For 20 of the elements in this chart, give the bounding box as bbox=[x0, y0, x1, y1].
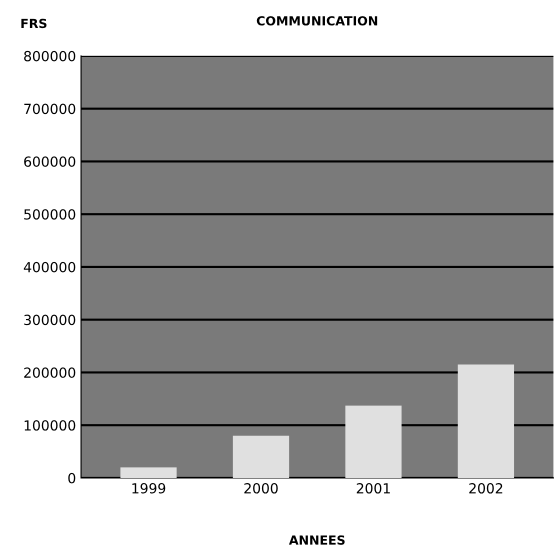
y-tick-label: 400000 bbox=[24, 262, 76, 272]
y-tick-label: 500000 bbox=[24, 209, 76, 220]
x-axis-title: ANNEES bbox=[288, 535, 345, 545]
y-axis-title: FRS bbox=[21, 18, 46, 28]
y-tick-label: 300000 bbox=[24, 314, 76, 326]
chart-title: COMMUNICATION bbox=[256, 16, 378, 26]
bar bbox=[120, 467, 177, 478]
y-tick-label: 700000 bbox=[24, 104, 76, 114]
bar bbox=[232, 436, 290, 478]
x-tick-label: 1999 bbox=[132, 483, 166, 494]
bar bbox=[345, 406, 402, 478]
y-tick-label: 200000 bbox=[24, 367, 76, 378]
x-tick-label: 2001 bbox=[356, 483, 390, 494]
y-tick-label: 800000 bbox=[24, 50, 76, 62]
y-tick-label: 100000 bbox=[24, 420, 76, 431]
y-tick-label: 0 bbox=[68, 472, 76, 484]
y-tick-label: 600000 bbox=[24, 156, 76, 167]
x-tick-label: 2000 bbox=[244, 483, 278, 494]
bar bbox=[458, 364, 514, 478]
x-tick-label: 2002 bbox=[469, 483, 502, 494]
